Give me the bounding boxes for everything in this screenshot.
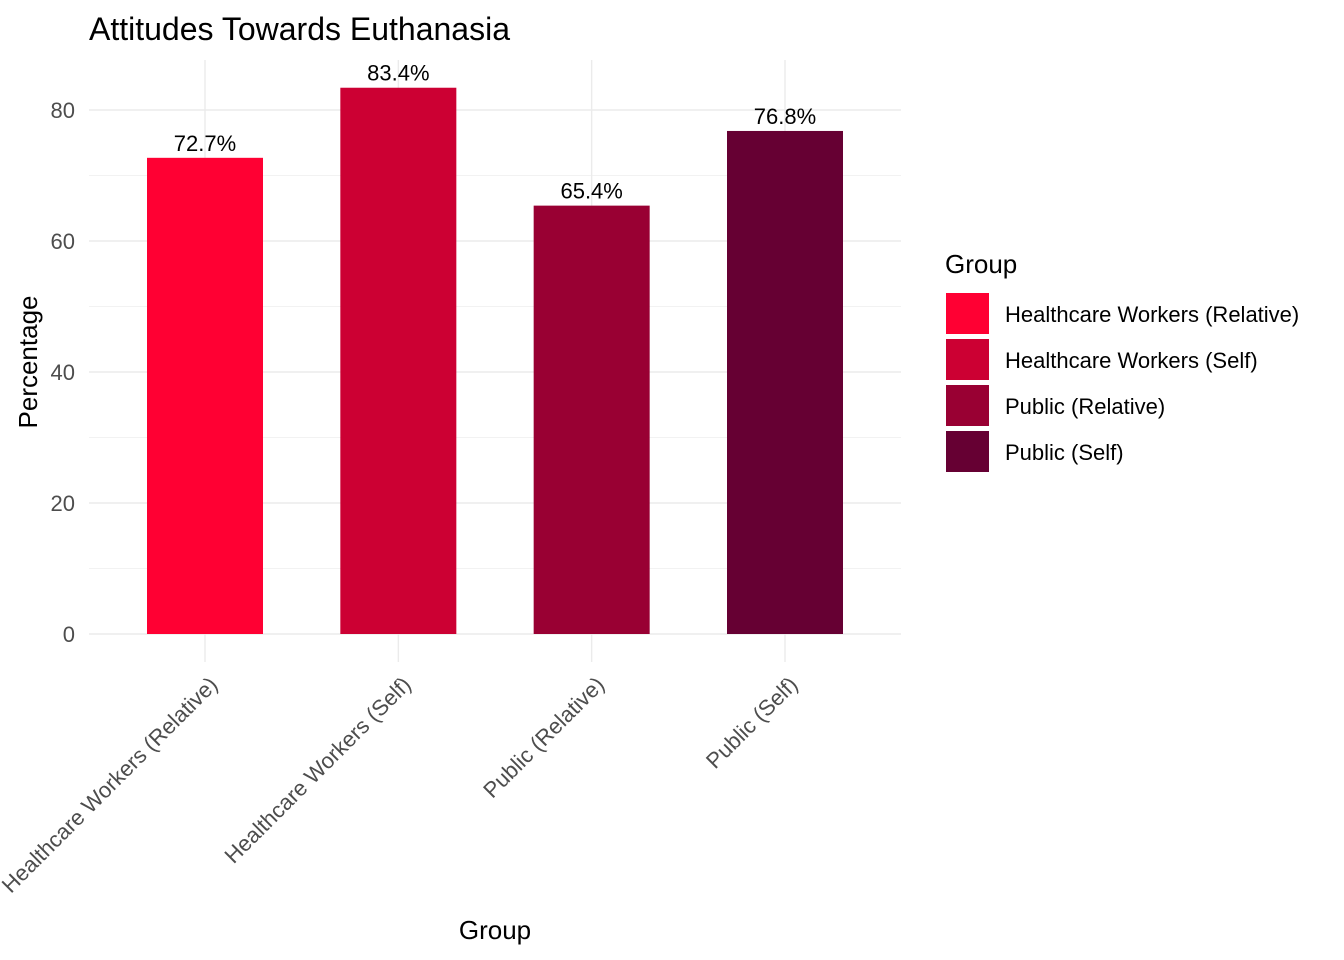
x-tick-label: Public (Self) (701, 672, 803, 774)
bar (147, 157, 263, 634)
legend-swatch (946, 339, 989, 380)
y-axis-ticks: 0 20 40 60 80 (51, 98, 75, 647)
legend-title: Group (945, 249, 1017, 279)
x-tick-label: Healthcare Workers (Relative) (0, 672, 223, 898)
y-tick-label: 40 (51, 360, 75, 385)
x-tick: Public (Relative) (478, 672, 609, 803)
legend: Group Healthcare Workers (Relative)Healt… (945, 249, 1299, 472)
bar (727, 130, 843, 634)
bar-data-label: 83.4% (367, 61, 429, 86)
y-tick-label: 20 (51, 491, 75, 516)
legend-label: Healthcare Workers (Relative) (1005, 302, 1299, 327)
data-labels: 72.7% 83.4% 65.4% 76.8% (174, 61, 816, 204)
x-axis-ticks: Healthcare Workers (Relative)Healthcare … (0, 672, 803, 898)
bar-data-label: 65.4% (560, 179, 622, 204)
legend-label: Healthcare Workers (Self) (1005, 348, 1258, 373)
y-tick-label: 0 (63, 622, 75, 647)
y-tick-label: 60 (51, 229, 75, 254)
legend-swatch (946, 431, 989, 472)
x-tick-label: Public (Relative) (478, 672, 609, 803)
bar-data-label: 76.8% (754, 104, 816, 129)
chart-title: Attitudes Towards Euthanasia (89, 11, 510, 47)
legend-items: Healthcare Workers (Relative) Healthcare … (946, 293, 1299, 472)
x-tick: Healthcare Workers (Self) (220, 672, 416, 868)
x-tick: Public (Self) (701, 672, 803, 774)
legend-swatch (946, 385, 989, 426)
legend-swatch (946, 293, 989, 334)
legend-label: Public (Relative) (1005, 394, 1165, 419)
y-axis-title: Percentage (13, 296, 43, 429)
bar-data-label: 72.7% (174, 131, 236, 156)
bars (147, 87, 843, 635)
x-tick: Healthcare Workers (Relative) (0, 672, 223, 898)
x-axis-title: Group (459, 915, 531, 945)
bar (533, 205, 650, 634)
legend-label: Public (Self) (1005, 440, 1124, 465)
y-tick-label: 80 (51, 98, 75, 123)
x-tick-label: Healthcare Workers (Self) (220, 672, 416, 868)
bar (340, 87, 457, 635)
